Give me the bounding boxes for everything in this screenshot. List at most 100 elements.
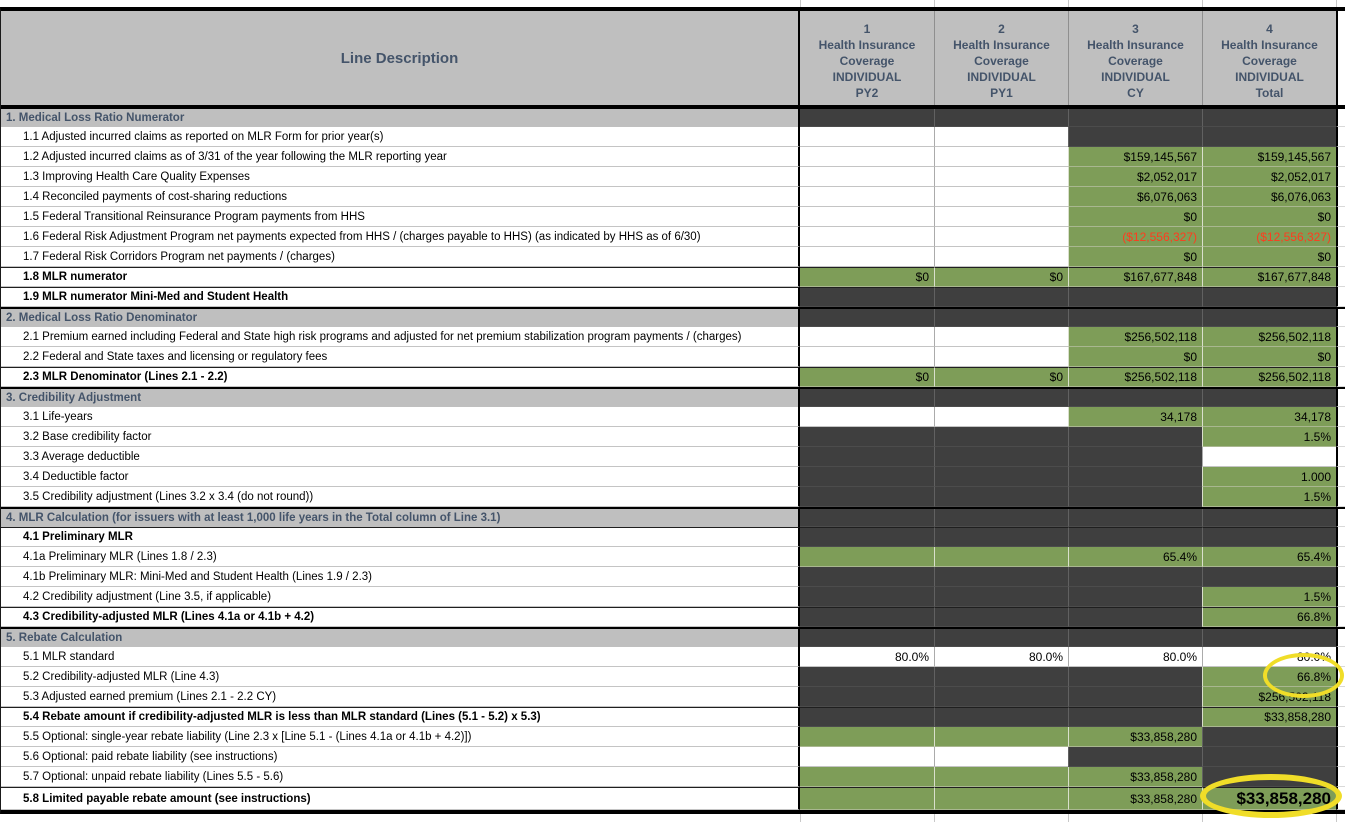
cell[interactable] [800, 567, 934, 587]
row-label[interactable]: 4.1 Preliminary MLR [1, 527, 800, 547]
cell[interactable]: 1.5% [1202, 487, 1336, 507]
cell[interactable]: 80.0% [800, 647, 934, 667]
cell[interactable] [800, 787, 934, 810]
column-header-py1[interactable]: 2 Health Insurance Coverage INDIVIDUAL PY1 [934, 11, 1068, 105]
cell[interactable] [1068, 687, 1202, 707]
column-header-py2[interactable]: 1 Health Insurance Coverage INDIVIDUAL PY2 [818, 22, 916, 100]
cell[interactable] [934, 509, 1068, 527]
row-label[interactable]: 4.3 Credibility-adjusted MLR (Lines 4.1a… [1, 607, 800, 627]
cell[interactable] [934, 389, 1068, 407]
cell[interactable] [800, 247, 934, 267]
cell[interactable] [1068, 667, 1202, 687]
row-label[interactable]: 3.1 Life-years [1, 407, 800, 427]
cell[interactable] [800, 167, 934, 187]
row-label[interactable]: 1.2 Adjusted incurred claims as of 3/31 … [1, 147, 800, 167]
cell[interactable] [1202, 509, 1336, 527]
cell[interactable]: $0 [800, 367, 934, 387]
cell[interactable] [1202, 747, 1336, 767]
section-header-label[interactable]: 5. Rebate Calculation [1, 629, 800, 647]
cell[interactable] [934, 227, 1068, 247]
cell[interactable] [934, 467, 1068, 487]
cell[interactable] [1068, 509, 1202, 527]
cell[interactable]: $33,858,280 [1068, 787, 1202, 810]
cell[interactable] [934, 109, 1068, 127]
cell[interactable]: $0 [1068, 247, 1202, 267]
cell[interactable] [1068, 587, 1202, 607]
cell[interactable] [934, 287, 1068, 307]
cell[interactable] [1068, 747, 1202, 767]
cell[interactable] [800, 587, 934, 607]
cell[interactable] [1068, 707, 1202, 727]
cell[interactable]: 34,178 [1068, 407, 1202, 427]
cell[interactable]: ($12,556,327) [1068, 227, 1202, 247]
cell[interactable] [800, 747, 934, 767]
cell[interactable] [1068, 527, 1202, 547]
column-header-cy[interactable]: 3 Health Insurance Coverage INDIVIDUAL CY [1068, 11, 1202, 105]
cell[interactable] [934, 747, 1068, 767]
cell[interactable] [800, 309, 934, 327]
cell[interactable]: $2,052,017 [1202, 167, 1336, 187]
cell[interactable] [800, 727, 934, 747]
cell[interactable] [1068, 309, 1202, 327]
cell[interactable]: $0 [934, 367, 1068, 387]
cell[interactable]: $167,677,848 [1068, 267, 1202, 287]
cell[interactable]: $6,076,063 [1068, 187, 1202, 207]
section-header-label[interactable]: 4. MLR Calculation (for issuers with at … [1, 509, 800, 527]
cell[interactable]: $167,677,848 [1202, 267, 1336, 287]
cell[interactable] [1202, 109, 1336, 127]
cell[interactable] [1068, 447, 1202, 467]
row-label[interactable]: 5.3 Adjusted earned premium (Lines 2.1 -… [1, 687, 800, 707]
cell[interactable] [800, 547, 934, 567]
cell[interactable]: $6,076,063 [1202, 187, 1336, 207]
cell[interactable] [934, 567, 1068, 587]
cell[interactable] [1202, 629, 1336, 647]
row-label[interactable]: 4.1a Preliminary MLR (Lines 1.8 / 2.3) [1, 547, 800, 567]
cell[interactable] [1202, 389, 1336, 407]
cell[interactable]: 1.000 [1202, 467, 1336, 487]
cell[interactable] [800, 227, 934, 247]
section-header-label[interactable]: 1. Medical Loss Ratio Numerator [1, 109, 800, 127]
cell[interactable] [934, 347, 1068, 367]
cell[interactable]: $0 [1068, 207, 1202, 227]
cell[interactable] [1202, 727, 1336, 747]
cell[interactable] [1068, 127, 1202, 147]
cell[interactable]: 66.8% [1202, 607, 1336, 627]
cell[interactable] [800, 287, 934, 307]
row-label[interactable]: 3.5 Credibility adjustment (Lines 3.2 x … [1, 487, 800, 507]
cell[interactable] [934, 629, 1068, 647]
row-label[interactable]: 4.1b Preliminary MLR: Mini-Med and Stude… [1, 567, 800, 587]
cell[interactable]: $0 [1068, 347, 1202, 367]
cell[interactable] [934, 207, 1068, 227]
cell[interactable] [800, 109, 934, 127]
cell[interactable]: 1.5% [1202, 587, 1336, 607]
cell[interactable] [1202, 447, 1336, 467]
cell[interactable] [800, 447, 934, 467]
row-label[interactable]: 5.7 Optional: unpaid rebate liability (L… [1, 767, 800, 787]
row-label[interactable]: 3.3 Average deductible [1, 447, 800, 467]
row-label[interactable]: 1.4 Reconciled payments of cost-sharing … [1, 187, 800, 207]
row-label[interactable]: 1.3 Improving Health Care Quality Expens… [1, 167, 800, 187]
cell[interactable] [800, 509, 934, 527]
cell[interactable] [934, 127, 1068, 147]
cell[interactable]: $159,145,567 [1068, 147, 1202, 167]
row-label[interactable]: 1.8 MLR numerator [1, 267, 800, 287]
cell[interactable] [1202, 127, 1336, 147]
row-label[interactable]: 5.6 Optional: paid rebate liability (see… [1, 747, 800, 767]
section-header-label[interactable]: 3. Credibility Adjustment [1, 389, 800, 407]
row-label[interactable]: 5.5 Optional: single-year rebate liabili… [1, 727, 800, 747]
row-label[interactable]: 5.8 Limited payable rebate amount (see i… [1, 787, 800, 810]
row-label[interactable]: 1.1 Adjusted incurred claims as reported… [1, 127, 800, 147]
row-label[interactable]: 4.2 Credibility adjustment (Line 3.5, if… [1, 587, 800, 607]
cell[interactable] [800, 389, 934, 407]
cell[interactable]: 65.4% [1068, 547, 1202, 567]
cell[interactable] [800, 207, 934, 227]
cell[interactable] [934, 707, 1068, 727]
cell[interactable]: 66.8% [1202, 667, 1336, 687]
cell[interactable]: 80.0% [1202, 647, 1336, 667]
cell[interactable] [800, 467, 934, 487]
cell[interactable] [1068, 567, 1202, 587]
cell[interactable] [1068, 629, 1202, 647]
cell[interactable]: 65.4% [1202, 547, 1336, 567]
cell[interactable]: $33,858,280 [1202, 787, 1336, 810]
cell[interactable] [934, 407, 1068, 427]
